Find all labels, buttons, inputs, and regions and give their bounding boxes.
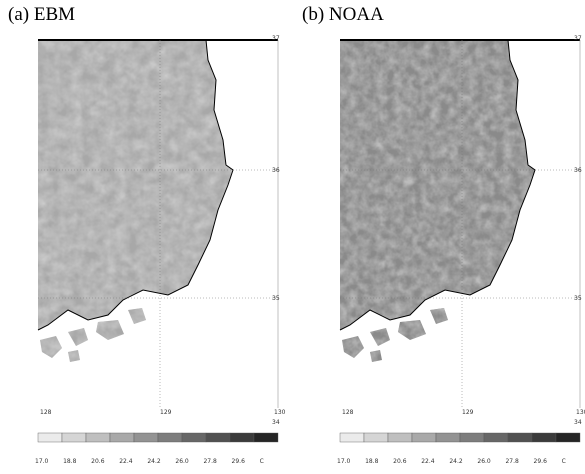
coastline <box>37 39 234 331</box>
colorbar-label: 27.8 <box>203 458 217 465</box>
colorbar-label: 24.2 <box>449 458 463 465</box>
land <box>340 40 535 362</box>
colorbar-cell <box>531 432 557 443</box>
lon-label: 130 <box>576 409 585 416</box>
colorbar-cell <box>459 432 485 443</box>
panel-title: (a) EBM <box>8 4 75 25</box>
lat-label: 36 <box>272 167 280 174</box>
colorbar-cell <box>229 432 255 443</box>
colorbar: 17.0 18.8 20.6 22.4 24.2 26.0 27.8 29.6 C <box>35 432 279 465</box>
colorbar-label: 20.6 <box>393 458 407 465</box>
colorbar-label: C <box>260 458 264 465</box>
lat-label: 36 <box>574 167 582 174</box>
colorbar-cell <box>411 432 437 443</box>
colorbar-cell <box>435 432 461 443</box>
colorbar-label: 17.0 <box>35 458 49 465</box>
colorbar-label: 24.2 <box>147 458 161 465</box>
lon-label: 129 <box>160 409 172 416</box>
colorbar: 17.0 18.8 20.6 22.4 24.2 26.0 27.8 29.6 C <box>337 432 581 465</box>
colorbar-cell <box>363 432 389 443</box>
colorbar-label: 22.4 <box>119 458 133 465</box>
panel-title: (b) NOAA <box>302 4 384 25</box>
land-texture <box>38 40 233 362</box>
lat-label: 37 <box>272 35 280 42</box>
colorbar-cell <box>205 432 231 443</box>
colorbar-label: C <box>562 458 566 465</box>
lat-label: 35 <box>272 295 280 302</box>
colorbar-label: 29.6 <box>232 458 246 465</box>
colorbar-cell <box>61 432 87 443</box>
colorbar-label: 20.6 <box>91 458 105 465</box>
colorbar-cell <box>483 432 509 443</box>
colorbar-label: 27.8 <box>505 458 519 465</box>
colorbar-label: 18.8 <box>63 458 77 465</box>
colorbar-label: 29.6 <box>534 458 548 465</box>
colorbar-label: 22.4 <box>421 458 435 465</box>
colorbar-cell <box>109 432 135 443</box>
panel: (b) NOAA 128 129 130 37 36 35 34 17.0 18.8 20.6 22.… <box>302 4 585 465</box>
colorbar-cell <box>37 432 63 443</box>
lat-label: 34 <box>272 419 280 426</box>
land <box>38 40 233 362</box>
lat-label: 37 <box>574 35 582 42</box>
colorbar-label: 17.0 <box>337 458 351 465</box>
land-texture <box>340 40 535 362</box>
lon-label: 128 <box>342 409 354 416</box>
lon-label: 129 <box>462 409 474 416</box>
colorbar-cell <box>253 432 279 443</box>
panel: (a) EBM 128 129 130 37 36 35 34 17.0 18.8 20.6 22.4… <box>8 4 286 465</box>
colorbar-cell <box>555 432 581 443</box>
colorbar-label: 26.0 <box>477 458 491 465</box>
lon-label: 128 <box>40 409 52 416</box>
colorbar-label: 26.0 <box>175 458 189 465</box>
colorbar-cell <box>133 432 159 443</box>
coastline <box>339 39 536 331</box>
colorbar-cell <box>181 432 207 443</box>
colorbar-cell <box>387 432 413 443</box>
lat-label: 34 <box>574 419 582 426</box>
colorbar-cell <box>507 432 533 443</box>
colorbar-cell <box>85 432 111 443</box>
lon-label: 130 <box>274 409 286 416</box>
colorbar-cell <box>157 432 183 443</box>
colorbar-cell <box>339 432 365 443</box>
lat-label: 35 <box>574 295 582 302</box>
colorbar-label: 18.8 <box>365 458 379 465</box>
